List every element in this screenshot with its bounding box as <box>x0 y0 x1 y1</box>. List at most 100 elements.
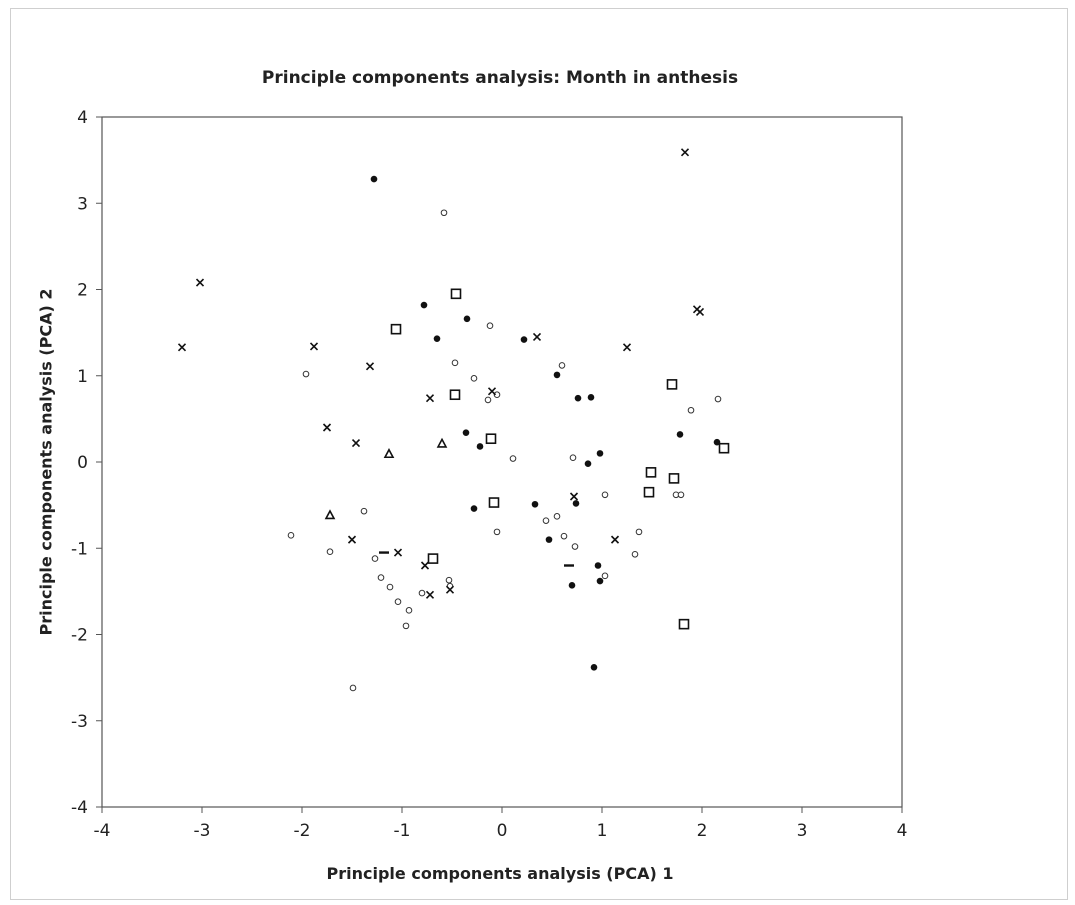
point-open-circle <box>631 550 639 558</box>
point-open-circle <box>360 507 368 515</box>
point-open-circle <box>509 455 517 462</box>
point-open-circle <box>493 391 501 399</box>
point-filled-circle <box>587 394 595 401</box>
point-filled-circle <box>572 500 580 507</box>
x-tick-label: 2 <box>697 821 708 841</box>
point-cross <box>622 343 632 352</box>
point-filled-circle <box>433 335 441 342</box>
point-filled-circle <box>470 505 478 512</box>
y-tick-label: 3 <box>77 194 88 214</box>
x-tick-label: -1 <box>394 821 411 841</box>
y-axis-ticks: -4 -3 -2 -1 0 1 2 3 4 <box>71 108 102 818</box>
x-tick-label: -2 <box>294 821 311 841</box>
point-filled-circle <box>553 371 561 379</box>
point-cross <box>365 362 375 371</box>
point-filled-circle <box>596 450 604 457</box>
point-open-square <box>666 379 678 390</box>
point-filled-circle <box>531 500 539 508</box>
point-open-circle <box>542 517 550 524</box>
point-open-square <box>643 486 655 498</box>
x-axis-label: Principle components analysis (PCA) 1 <box>326 864 674 883</box>
point-cross <box>177 343 187 352</box>
y-tick-label: 0 <box>77 453 88 473</box>
point-open-circle <box>714 395 722 403</box>
point-open-circle <box>287 532 295 539</box>
point-open-triangle <box>324 509 336 520</box>
point-open-square <box>450 288 462 300</box>
y-tick-label: -4 <box>71 798 88 818</box>
x-tick-label: -3 <box>194 821 211 841</box>
x-tick-label: -4 <box>94 821 111 841</box>
point-filled-circle <box>584 460 592 468</box>
y-tick-label: -3 <box>71 712 88 732</box>
point-open-square <box>390 323 402 335</box>
point-open-circle <box>571 543 579 550</box>
point-open-circle <box>405 607 413 614</box>
point-open-circle <box>418 589 426 597</box>
point-filled-circle <box>574 394 582 402</box>
point-filled-circle <box>476 443 484 450</box>
point-filled-circle <box>462 429 470 436</box>
point-open-circle <box>677 491 685 499</box>
point-open-circle <box>377 574 385 581</box>
y-tick-label: 4 <box>77 108 88 128</box>
x-tick-label: 4 <box>897 821 908 841</box>
point-filled-circle <box>596 577 604 585</box>
chart-title: Principle components analysis: Month in … <box>261 68 739 88</box>
chart-frame <box>10 8 1068 900</box>
x-axis-ticks: -4 -3 -2 -1 0 1 2 3 4 <box>94 807 908 841</box>
point-open-circle <box>558 362 566 369</box>
point-open-circle <box>302 370 310 378</box>
point-open-circle <box>470 375 478 382</box>
point-open-square <box>485 433 497 445</box>
point-filled-circle <box>420 301 428 309</box>
point-open-circle <box>484 396 492 404</box>
point-open-square <box>488 497 500 508</box>
point-open-circle <box>402 622 410 630</box>
point-open-circle <box>445 576 453 584</box>
point-open-circle <box>349 684 357 692</box>
point-filled-circle <box>463 315 471 323</box>
point-filled-circle <box>520 336 528 343</box>
y-tick-label: -2 <box>71 626 88 646</box>
point-open-square <box>427 553 439 564</box>
point-filled-circle <box>713 438 721 446</box>
point-open-circle <box>601 491 609 499</box>
point-open-circle <box>394 598 402 606</box>
point-open-circle <box>451 359 459 367</box>
point-open-circle <box>326 548 334 556</box>
x-tick-label: 3 <box>797 821 808 841</box>
point-cross <box>309 342 319 351</box>
point-filled-circle <box>676 431 684 438</box>
point-cross <box>487 387 497 396</box>
point-cross <box>420 561 430 570</box>
point-filled-circle <box>370 175 378 183</box>
x-tick-label: 0 <box>497 821 508 841</box>
point-cross <box>425 590 435 599</box>
y-tick-label: 2 <box>77 281 88 301</box>
point-filled-circle <box>568 582 576 589</box>
point-cross <box>695 307 705 316</box>
point-filled-circle <box>594 562 602 569</box>
x-tick-label: 1 <box>597 821 608 841</box>
point-open-square <box>449 389 461 401</box>
point-open-circle <box>371 555 379 562</box>
point-cross <box>195 278 205 287</box>
point-open-circle <box>493 528 501 536</box>
y-tick-label: -1 <box>71 539 88 559</box>
point-open-square <box>645 467 657 478</box>
point-cross <box>610 535 620 544</box>
point-open-square <box>678 618 690 630</box>
point-open-circle <box>687 406 695 414</box>
point-open-circle <box>635 528 643 536</box>
point-open-triangle <box>436 437 448 448</box>
data-points <box>177 148 730 692</box>
point-cross <box>347 535 357 544</box>
point-open-circle <box>553 513 561 520</box>
point-open-triangle <box>383 448 395 459</box>
point-cross <box>445 585 455 594</box>
point-cross <box>351 438 361 448</box>
point-cross <box>393 548 403 557</box>
point-open-circle <box>386 583 394 591</box>
